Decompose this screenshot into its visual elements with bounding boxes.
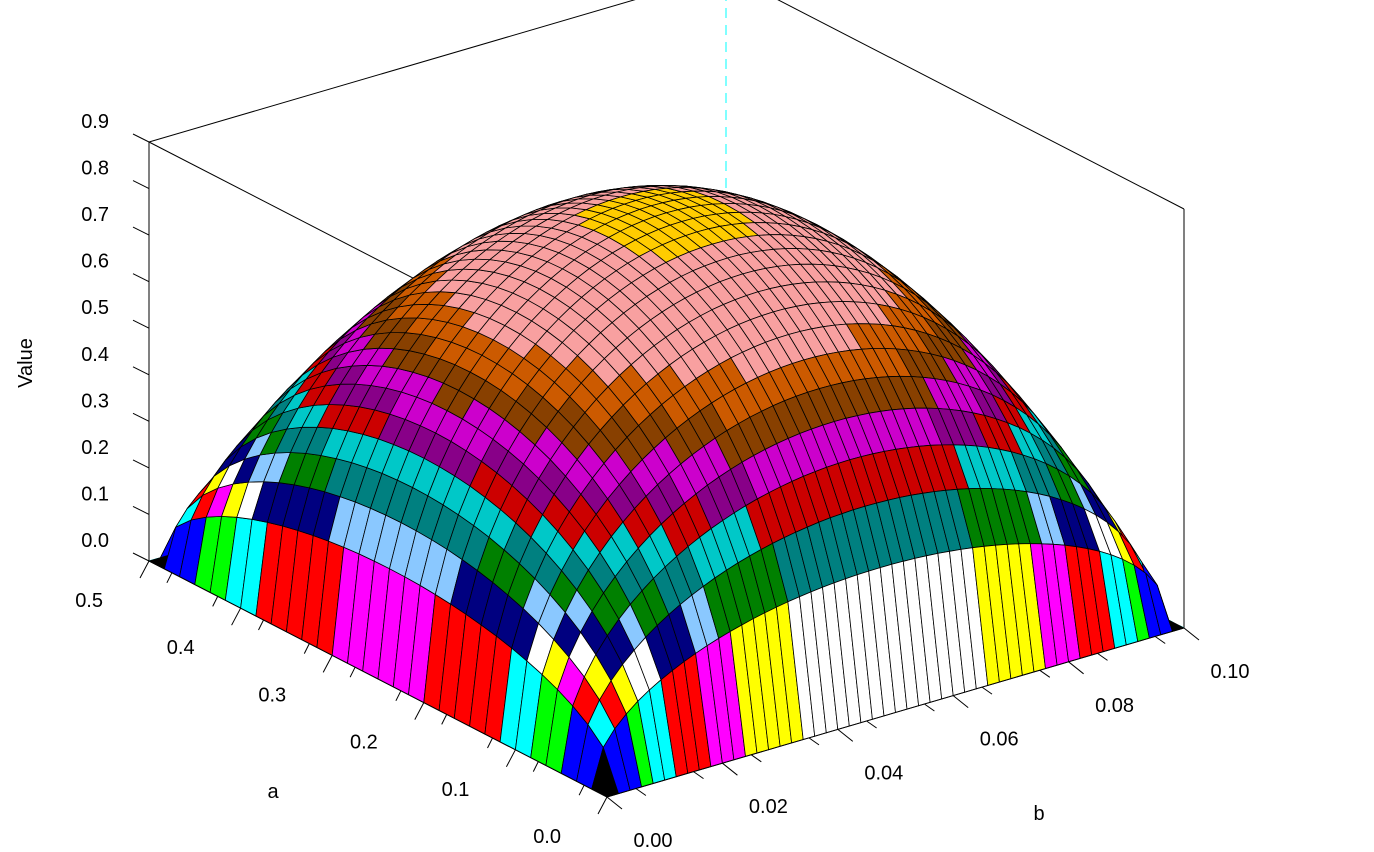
b-tick-label: 0.06 [980, 729, 1019, 751]
b-tick [1183, 627, 1200, 641]
z-tick-label: 0.3 [81, 390, 109, 412]
b-tick-label: 0.04 [864, 762, 903, 784]
b-minor-tick [866, 720, 877, 729]
z-tick [132, 366, 150, 376]
bounding-box-front [148, 560, 1185, 798]
a-tick [597, 796, 608, 815]
b-tick [606, 796, 623, 810]
a-minor-tick [487, 737, 493, 749]
surface-mesh [148, 185, 1185, 798]
box-edge [148, 0, 636, 143]
a-axis-title: a [267, 781, 279, 803]
a-tick [505, 749, 516, 768]
b-minor-tick [1154, 636, 1166, 644]
z-tick [132, 180, 150, 190]
a-minor-tick [395, 690, 402, 702]
b-tick-label: 0.00 [634, 830, 673, 852]
a-tick [414, 702, 425, 720]
z-tick-label: 0.0 [81, 530, 109, 552]
b-axis-title: b [1033, 803, 1044, 825]
b-minor-tick [981, 686, 993, 695]
b-tick-label: 0.10 [1211, 661, 1250, 683]
z-tick-label: 0.9 [81, 111, 109, 133]
b-minor-tick [1039, 669, 1051, 678]
z-tick [132, 133, 150, 143]
box-edge [777, 0, 1185, 210]
b-minor-tick [635, 788, 647, 796]
a-minor-tick [578, 784, 585, 796]
a-tick-label: 0.2 [350, 732, 378, 754]
box-edge [606, 627, 1185, 798]
a-minor-tick [212, 596, 219, 607]
z-tick [132, 505, 150, 515]
a-tick-label: 0.1 [442, 779, 470, 801]
z-tick-label: 0.1 [81, 483, 109, 505]
b-tick [837, 729, 854, 742]
b-minor-tick [808, 737, 820, 746]
z-tick [132, 412, 150, 422]
z-tick [132, 319, 150, 329]
a-minor-tick [441, 714, 448, 725]
z-tick-label: 0.7 [81, 204, 109, 226]
z-tick [132, 459, 150, 469]
b-tick [722, 762, 738, 776]
a-tick-label: 0.0 [533, 826, 561, 848]
z-tick-label: 0.4 [81, 344, 109, 366]
b-minor-tick [1097, 652, 1108, 661]
a-tick [139, 560, 150, 579]
b-tick-label: 0.02 [749, 796, 788, 818]
a-tick-label: 0.5 [75, 590, 103, 612]
b-tick [952, 695, 969, 708]
z-tick [132, 273, 150, 283]
z-tick-label: 0.8 [81, 158, 109, 180]
a-tick [231, 607, 242, 626]
z-tick [132, 552, 150, 562]
b-minor-tick [693, 771, 704, 780]
a-tick-label: 0.3 [258, 684, 286, 706]
z-tick-label: 0.2 [81, 437, 109, 459]
b-tick [1068, 661, 1084, 675]
z-tick [132, 226, 150, 236]
a-tick [322, 655, 333, 673]
b-minor-tick [924, 703, 935, 712]
a-minor-tick [532, 761, 539, 772]
axis-labels: Value a b [15, 338, 1045, 825]
z-axis-title: Value [15, 338, 37, 388]
axis-ticks: 0.0 0.1 0.2 0.3 0.4 0.5 0.6 0.7 0.8 0.9 0.0 0.1 0.2 0… [75, 111, 1249, 852]
a-minor-tick [349, 666, 356, 678]
z-tick-label: 0.6 [81, 251, 109, 273]
a-tick-label: 0.4 [167, 637, 195, 659]
a-minor-tick [258, 619, 264, 631]
a-minor-tick [303, 643, 310, 654]
a-minor-tick [166, 572, 173, 584]
b-minor-tick [751, 754, 762, 763]
b-tick-label: 0.08 [1095, 695, 1134, 717]
z-tick-label: 0.5 [81, 297, 109, 319]
box-edge [148, 560, 608, 798]
